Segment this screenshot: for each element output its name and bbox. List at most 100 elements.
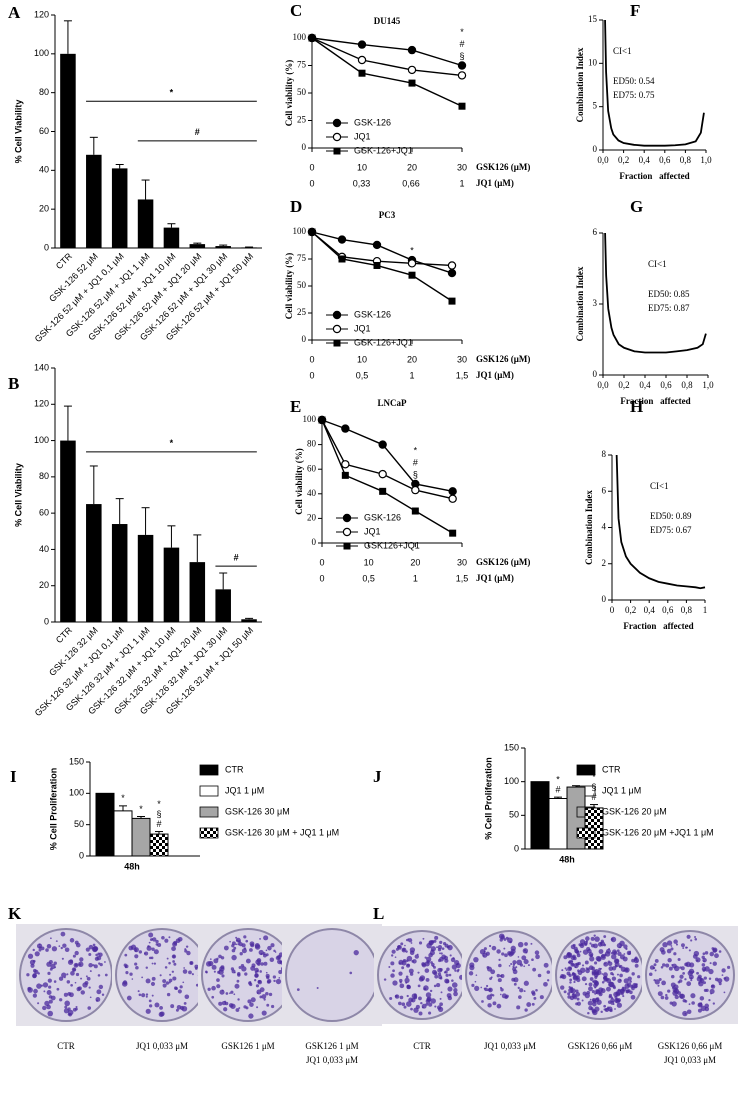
colony: [692, 954, 698, 959]
colony: [259, 938, 261, 940]
colony: [47, 978, 52, 983]
x-axis-label: GSK126 (μM): [476, 162, 530, 172]
colony: [174, 986, 178, 991]
colony: [489, 977, 492, 981]
colony: [703, 988, 707, 992]
colony: [603, 978, 607, 982]
colony: [177, 936, 183, 942]
ci-note: ED75: 0.67: [650, 525, 692, 535]
colony: [230, 990, 234, 994]
colony: [447, 986, 453, 992]
colony: [690, 993, 696, 999]
colony: [530, 942, 533, 945]
y-tick-label: 0: [593, 144, 598, 154]
colony: [679, 974, 684, 979]
legend-label: GSK-126: [354, 117, 391, 127]
y-tick-label: 0: [302, 142, 307, 152]
bar: [215, 589, 231, 622]
colony: [88, 986, 91, 989]
colony: [718, 982, 722, 986]
colony: [104, 973, 108, 977]
colony: [665, 993, 668, 997]
colony: [491, 945, 497, 951]
y-tick-label: 40: [307, 488, 317, 498]
plate-label: JQ1 0,033 μM: [136, 1041, 188, 1051]
marker: [411, 507, 419, 515]
colony: [578, 943, 582, 947]
colony: [499, 986, 503, 990]
colony: [661, 980, 666, 986]
legend-label: GSK-126 30 μM + JQ1 1 μM: [225, 827, 339, 837]
ci-note: ED50: 0.54: [613, 76, 655, 86]
colony: [394, 956, 397, 958]
y-tick-label: 5: [593, 101, 598, 111]
colony: [585, 968, 590, 974]
colony: [406, 1001, 412, 1007]
colony: [688, 949, 691, 952]
colony: [388, 966, 391, 969]
colony: [575, 992, 581, 997]
x-tick-label: 1,0: [702, 380, 714, 390]
colony: [36, 983, 42, 989]
marker: [379, 487, 387, 495]
colony: [171, 946, 176, 952]
y-tick-label: 25: [297, 115, 307, 125]
colony: [670, 974, 675, 979]
colony: [570, 955, 576, 961]
colony: [97, 952, 100, 955]
y-tick-label: 40: [39, 544, 49, 554]
colony: [272, 975, 277, 979]
colony: [53, 980, 57, 983]
colony: [587, 1000, 593, 1006]
y-tick-label: 50: [509, 810, 519, 820]
colony: [563, 955, 568, 960]
colony: [437, 947, 442, 952]
colony: [32, 948, 35, 952]
colony: [141, 976, 144, 979]
colony: [431, 940, 434, 943]
colony: [150, 956, 154, 960]
colony: [71, 967, 77, 972]
colony: [594, 936, 600, 942]
x-tick-label: 20: [410, 557, 420, 567]
colony: [237, 998, 240, 1001]
colony: [453, 988, 458, 993]
x-tick-label: 10: [357, 162, 367, 172]
colony: [266, 980, 271, 984]
colony: [686, 946, 688, 949]
colony: [250, 943, 255, 948]
colony: [581, 999, 584, 1002]
colony: [727, 965, 731, 969]
x-tick-label: 10: [364, 557, 374, 567]
colony: [608, 995, 612, 999]
plate-label: CTR: [57, 1041, 75, 1051]
colony: [600, 967, 602, 970]
x-tick-label: 10: [357, 354, 367, 364]
colony: [512, 963, 516, 966]
colony: [141, 993, 146, 998]
colony: [447, 944, 453, 951]
colony: [263, 961, 268, 966]
colony: [601, 980, 605, 984]
colony: [589, 998, 592, 1001]
colony: [32, 959, 36, 963]
bar: [95, 792, 115, 857]
colony: [523, 949, 527, 952]
legend-label: CTR: [225, 764, 244, 774]
colony: [621, 989, 625, 992]
colony: [617, 951, 622, 956]
colony: [30, 963, 35, 968]
y-tick-label: 150: [69, 756, 84, 766]
series-line: [311, 37, 463, 77]
significance-label: §: [413, 469, 418, 479]
colony: [709, 988, 715, 994]
colony: [594, 975, 598, 979]
colony: [123, 963, 127, 967]
colony: [207, 987, 211, 991]
colony: [185, 945, 189, 948]
y-axis-label: % Cell Proliferation: [483, 757, 493, 840]
colony: [150, 981, 156, 987]
x-tick-label: 0,2: [618, 380, 629, 390]
colony: [708, 998, 711, 1002]
colony: [587, 1011, 590, 1015]
